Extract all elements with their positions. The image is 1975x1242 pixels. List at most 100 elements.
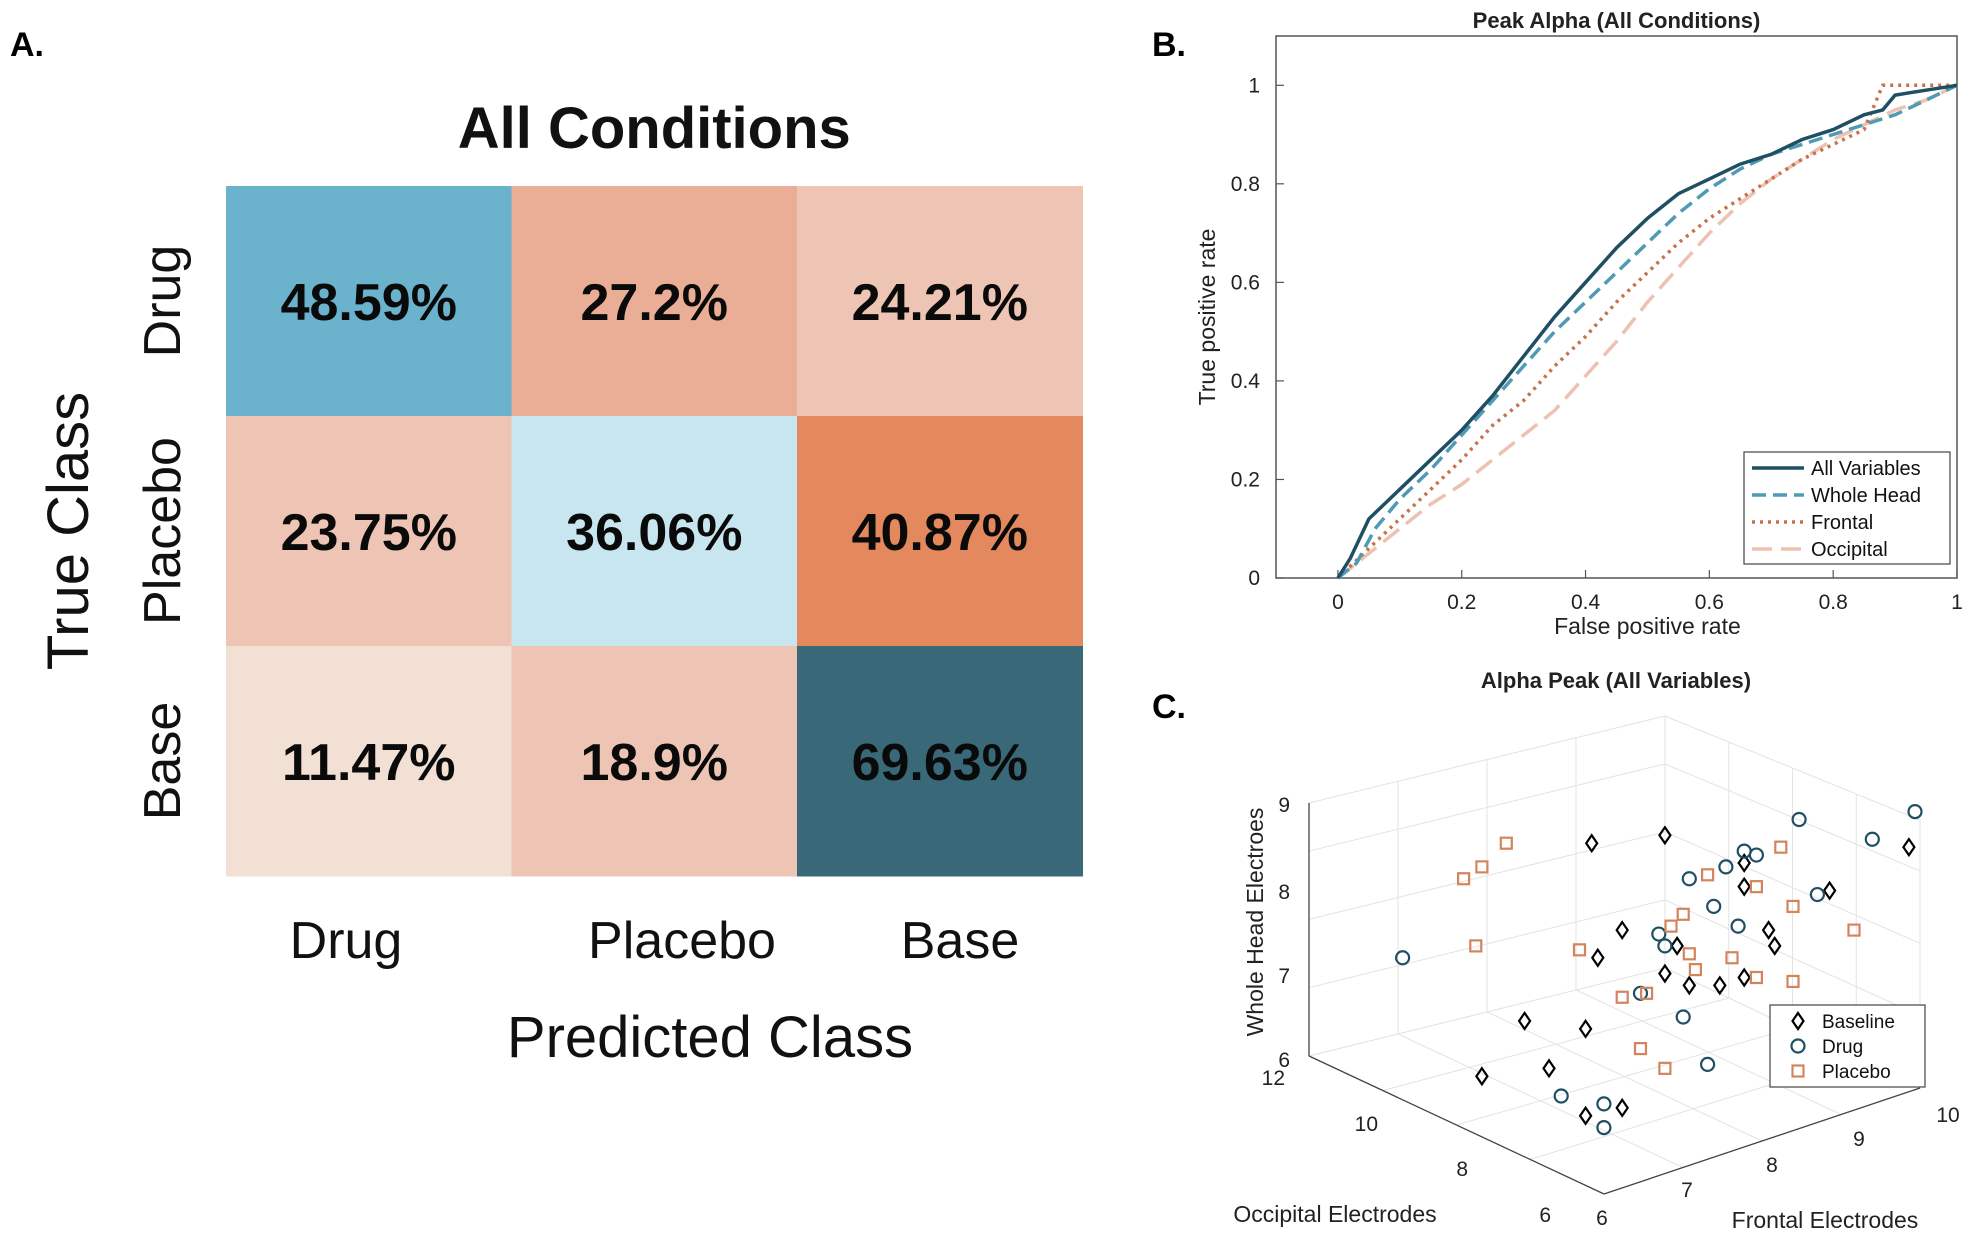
x-axis-title: Predicted Class — [507, 1005, 913, 1070]
baseline-point — [1737, 876, 1752, 897]
drug-point — [1657, 938, 1673, 954]
drug-point — [1596, 1096, 1612, 1112]
matrix-cell-r0-c2 — [797, 186, 1083, 417]
y-axis-title: True Class — [36, 392, 101, 670]
drug-point — [1553, 1088, 1569, 1104]
legend-drug-marker — [1790, 1038, 1806, 1054]
legend-placebo-marker — [1791, 1064, 1805, 1078]
baseline-point — [1737, 967, 1752, 988]
baseline-point — [1615, 920, 1630, 941]
matrix-title: All Conditions — [458, 96, 851, 161]
drug-point — [1596, 1119, 1612, 1136]
drug-point — [1718, 859, 1734, 875]
y-category-label: Drug — [134, 245, 192, 358]
drug-point — [1864, 831, 1880, 847]
baseline-point — [1682, 975, 1697, 996]
panel-label-a: A. — [10, 26, 44, 64]
scatter-x-axis-title: Frontal Electrodes — [1732, 1207, 1919, 1233]
baseline-point — [1584, 833, 1599, 854]
placebo-point — [1847, 923, 1861, 937]
placebo-point — [1774, 840, 1788, 854]
baseline-point — [1902, 837, 1916, 858]
x-tick-label: 8 — [1766, 1154, 1778, 1177]
placebo-point — [1456, 872, 1471, 886]
baseline-point — [1658, 963, 1672, 984]
y-tick-label: 0 — [1248, 567, 1260, 590]
x-tick-label: 1 — [1951, 591, 1963, 614]
z-tick-label: 8 — [1278, 881, 1290, 904]
drug-point — [1699, 1056, 1716, 1073]
z-gridline — [1308, 899, 1921, 1017]
drug-point — [1706, 898, 1722, 915]
matrix-cell-value: 24.21% — [852, 274, 1028, 332]
x-category-label: Base — [901, 912, 1020, 970]
floor-gridline — [1456, 1027, 1793, 1126]
panel-label-b: B. — [1152, 26, 1186, 64]
roc-y-axis-title: True positive rate — [1194, 229, 1220, 406]
baseline-point — [1590, 947, 1605, 968]
y-axis-line — [1308, 1055, 1605, 1195]
baseline-point — [1761, 920, 1776, 941]
scatter-legend-label: Baseline — [1822, 1012, 1895, 1033]
y-tick-label: 8 — [1456, 1158, 1468, 1181]
roc-title: Peak Alpha (All Conditions) — [1473, 8, 1761, 33]
placebo-point — [1786, 974, 1800, 989]
baseline-point — [1578, 1105, 1593, 1126]
scatter-y-axis-title: Occipital Electrodes — [1233, 1201, 1436, 1227]
matrix-cell-value: 36.06% — [566, 504, 742, 562]
drug-point — [1791, 811, 1807, 828]
x-tick-label: 9 — [1853, 1128, 1865, 1151]
matrix-cell-value: 69.63% — [852, 734, 1028, 792]
y-tick-label: 6 — [1539, 1204, 1551, 1227]
matrix-cell-value: 27.2% — [581, 274, 728, 332]
baseline-point — [1737, 853, 1752, 873]
placebo-point — [1749, 970, 1764, 985]
scatter-legend-label: Placebo — [1822, 1062, 1891, 1083]
z-gridline — [1308, 763, 1921, 872]
x-axis-line — [1603, 1087, 1921, 1195]
baseline-point — [1822, 880, 1837, 901]
roc-panel: 0 0.2 0.4 0.6 0.8 1 0 0.2 0.4 0.6 0.8 1 Peak Alpha (… — [1194, 8, 1963, 639]
drug-point — [1730, 918, 1746, 934]
scatter3d-title: Alpha Peak (All Variables) — [1481, 668, 1751, 693]
z-tick-label: 6 — [1278, 1049, 1290, 1072]
placebo-point — [1700, 868, 1715, 882]
roc-legend-box — [1743, 451, 1951, 565]
placebo-point — [1499, 836, 1513, 850]
y-tick-label: 0.8 — [1231, 173, 1260, 196]
roc-series-all-variables — [1336, 83, 1958, 579]
roc-legend-label: Frontal — [1811, 512, 1873, 534]
baseline-point — [1670, 935, 1684, 956]
baseline-point — [1767, 935, 1782, 956]
z-tick-label: 7 — [1278, 965, 1290, 988]
x-category-label: Drug — [290, 912, 403, 970]
roc-series-occipital — [1336, 83, 1958, 580]
y-category-label: Base — [134, 702, 192, 821]
y-category-label: Placebo — [134, 437, 192, 625]
placebo-point — [1658, 1061, 1672, 1075]
x-tick-label: 6 — [1596, 1207, 1608, 1230]
z-gridline — [1308, 831, 1921, 944]
placebo-point — [1786, 899, 1800, 914]
scatter-z-axis-title: Whole Head Electroes — [1242, 808, 1268, 1037]
matrix-cell-r2-c0 — [226, 646, 512, 877]
baseline-point — [1578, 1018, 1593, 1039]
scatter-legend-label: Drug — [1822, 1037, 1863, 1058]
y-tick-label: 12 — [1262, 1067, 1285, 1090]
baseline-point — [1658, 825, 1672, 846]
placebo-point — [1688, 962, 1703, 977]
roc-legend-label: Whole Head — [1811, 485, 1921, 507]
baseline-point — [1615, 1097, 1630, 1118]
placebo-point — [1572, 943, 1587, 957]
y-tick-label: 0.4 — [1231, 370, 1261, 393]
matrix-cell-r1-c2 — [797, 416, 1083, 647]
scatter3d-panel: Alpha Peak (All Variables)67896810126789… — [1233, 668, 1959, 1233]
placebo-point — [1615, 990, 1629, 1004]
matrix-cell-r0-c0 — [226, 186, 512, 417]
drug-point — [1907, 803, 1923, 820]
x-category-label: Placebo — [588, 912, 776, 970]
roc-x-axis-title: False positive rate — [1554, 613, 1741, 639]
placebo-point — [1749, 880, 1764, 894]
baseline-point — [1475, 1066, 1489, 1087]
